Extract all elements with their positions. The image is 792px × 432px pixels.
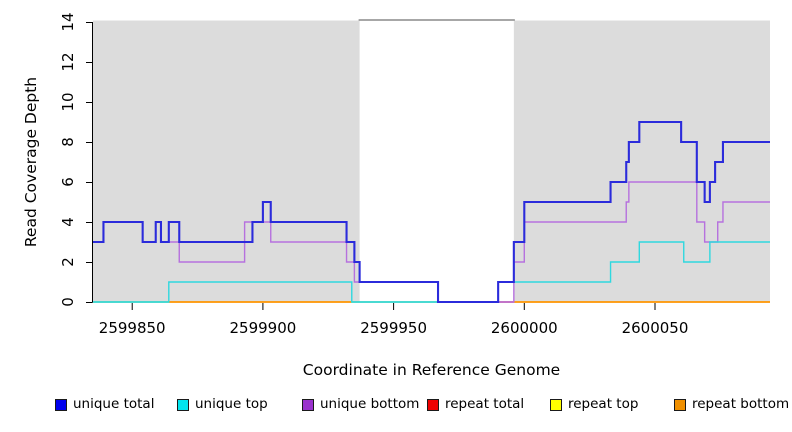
y-tick-label: 0 xyxy=(59,297,77,307)
series-unique-top xyxy=(93,241,770,303)
y-tick-label: 4 xyxy=(59,217,77,227)
legend-swatch-repeat-top xyxy=(550,399,562,411)
y-tick-label: 10 xyxy=(59,92,77,111)
x-tick-label: 2599850 xyxy=(99,319,166,337)
y-axis-title: Read Coverage Depth xyxy=(22,76,40,248)
y-axis: 0 2 4 6 8 10 12 14 xyxy=(59,12,93,307)
x-tick-label: 2599950 xyxy=(360,319,427,337)
x-tick-label: 2599900 xyxy=(229,319,296,337)
y-tick-label: 8 xyxy=(59,137,77,147)
series-unique-total xyxy=(93,120,770,304)
unique-region-left xyxy=(93,20,360,303)
unique-region-right xyxy=(513,20,770,303)
y-tick-label: 6 xyxy=(59,177,77,187)
x-tick-label: 2600000 xyxy=(491,319,558,337)
legend-swatch-unique-top xyxy=(177,399,189,411)
legend-label: repeat total xyxy=(445,396,525,412)
y-tick-label: 2 xyxy=(59,257,77,267)
y-tick-label: 12 xyxy=(59,52,77,71)
x-tick-label: 2600050 xyxy=(622,319,689,337)
legend-swatch-repeat-total xyxy=(427,399,439,411)
legend-label: unique bottom xyxy=(320,396,420,412)
legend-swatch-unique-bottom xyxy=(302,399,314,411)
legend-label: repeat top xyxy=(568,396,639,412)
legend-label: unique top xyxy=(195,396,268,412)
x-axis-title: Coordinate in Reference Genome xyxy=(302,361,561,379)
y-tick-label: 14 xyxy=(59,12,77,31)
legend-swatch-unique-total xyxy=(55,399,67,411)
legend: unique total unique top unique bottom repea… xyxy=(0,394,792,420)
legend-label: unique total xyxy=(73,396,155,412)
x-axis: 2599850 2599900 2599950 2600000 2600050 xyxy=(99,303,689,337)
legend-label: repeat bottom xyxy=(692,396,790,412)
legend-swatch-repeat-bottom xyxy=(674,399,686,411)
shaded-regions xyxy=(93,20,770,303)
